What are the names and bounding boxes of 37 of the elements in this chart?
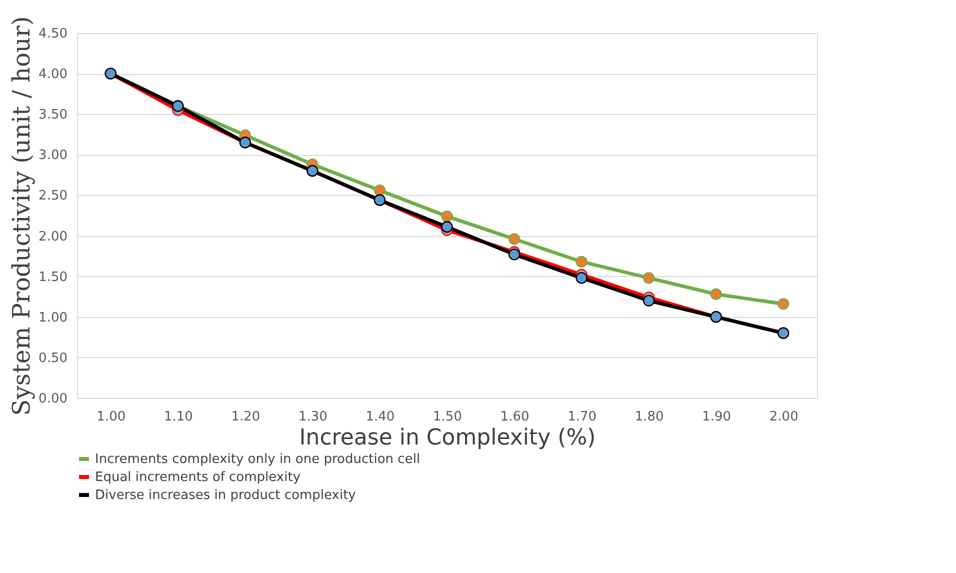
x-tick-label: 1.90 [702,410,732,424]
point [508,248,520,260]
point [576,256,588,268]
x-tick-label: 1.20 [231,410,260,424]
x-tick-label: 1.70 [568,410,597,424]
point [642,294,655,306]
x-tick-label: 1.80 [634,410,664,424]
y-tick-label: 4.00 [38,67,68,82]
point [441,210,453,222]
y-tick-label: 2.00 [38,229,68,244]
legend-label: Equal increments of complexity [95,470,301,485]
point [441,221,453,233]
y-tick-label: 0.50 [38,350,68,366]
x-tick-label: 1.00 [96,410,126,424]
x-tick-label: 1.60 [500,410,530,424]
y-tick-label: 1.50 [38,270,68,285]
y-tick-label: 4.50 [38,26,68,42]
x-tick-label: 2.00 [769,410,798,424]
x-axis-title: Increase in Complexity (%) [299,426,596,450]
legend-label: Increments complexity only in one production cell [95,452,420,467]
y-tick-label: 2.50 [38,188,68,204]
y-tick-label: 3.50 [38,108,68,123]
x-tick-label: 1.30 [298,410,328,424]
y-tick-label: 1.00 [38,310,68,326]
x-tick-label: 1.10 [164,410,193,424]
point [576,272,588,284]
legend-label: Diverse increases in product complexity [95,488,356,503]
point [778,298,790,310]
y-tick-label: 3.00 [38,148,68,164]
point [374,184,386,196]
x-tick-label: 1.40 [366,410,395,424]
point [642,272,655,284]
x-tick-label: 1.50 [433,410,462,424]
point [508,233,520,245]
point [710,288,722,300]
y-tick-label: 0.00 [38,392,68,406]
y-axis-title: System Productivity (unit / hour) [8,16,36,416]
